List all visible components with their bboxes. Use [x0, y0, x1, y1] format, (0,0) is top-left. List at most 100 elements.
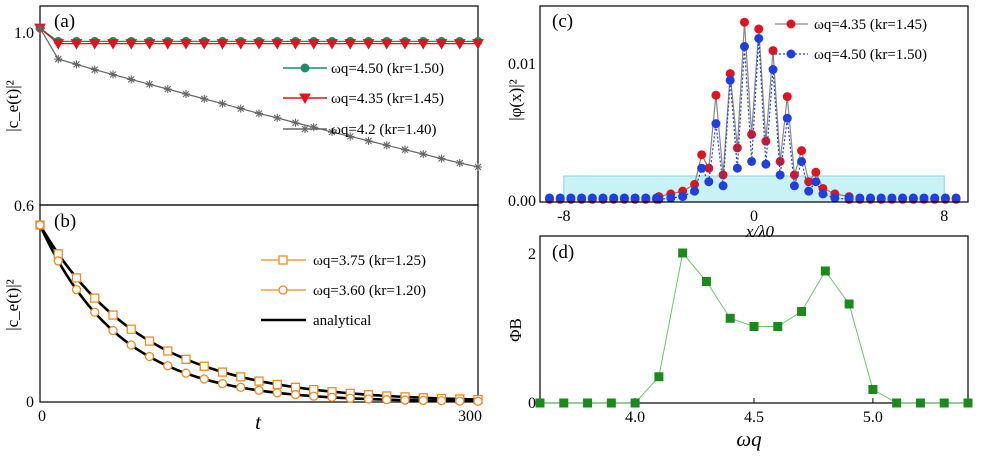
panel-a-data-point	[88, 39, 101, 50]
panel-a-data-point	[90, 65, 99, 74]
panel-b-data-point	[290, 389, 301, 400]
panel-c-data-point	[587, 193, 597, 203]
panel-a-data-point	[145, 80, 154, 89]
panel-a-data-point	[474, 162, 482, 171]
panel-a-data-point	[328, 128, 336, 137]
panel-a-data-point	[182, 90, 190, 99]
panel-c-legend-marker	[786, 19, 796, 29]
panel-d-ytick: 0	[528, 395, 536, 412]
panel-d-data-point	[915, 398, 925, 408]
panel-b-ytick: 0	[26, 394, 34, 411]
panel-c-data-point	[666, 193, 676, 203]
panel-c-ytick: 0.01	[508, 56, 536, 73]
panel-a-data-point	[216, 39, 229, 50]
panel-b-data-point	[90, 307, 100, 317]
panel-b-data-point	[236, 372, 246, 382]
panel-c-data-point	[697, 163, 707, 173]
panel-c-ytick: 0.00	[508, 193, 536, 210]
panel-b-data-point	[108, 325, 118, 336]
panel-b-label: (b)	[54, 211, 76, 232]
panel-d-data-point	[535, 398, 545, 408]
panel-b-data-point	[217, 378, 228, 389]
panel-d-data-point	[559, 398, 569, 408]
panel-d-data-point	[630, 398, 640, 408]
panel-a-legend-label: ωq=4.35 (kr=1.45)	[331, 91, 444, 107]
panel-b-legend-label: analytical	[313, 313, 371, 329]
panel-d-xtick: 4.0	[625, 409, 645, 426]
panel-d-data-point	[773, 322, 783, 331]
panel-c-data-point	[887, 193, 897, 203]
panel-b-legend-label: ωq=3.60 (kr=1.20)	[313, 283, 426, 299]
panel-c-data-point	[768, 65, 778, 75]
panel-b-data-point	[309, 391, 319, 401]
panel-b-xlabel: t	[255, 410, 262, 434]
panel-a-data-point	[289, 39, 302, 50]
panel-d-ylabel: ΦB	[506, 318, 525, 342]
panel-a-data-point	[271, 39, 284, 50]
panel-c-data-point	[641, 193, 651, 203]
panel-b-data-point	[236, 382, 246, 392]
panel-d-data-point	[749, 322, 759, 331]
panel-c-data-point	[804, 186, 814, 196]
panel-c-data-point	[876, 193, 886, 203]
panel-b-analytical-curve	[38, 224, 479, 401]
panel-c-data-point	[711, 119, 721, 129]
panel-c-data-point	[811, 167, 821, 177]
panel-b-data-point	[217, 367, 228, 377]
panel-a-ylabel: |c_e(t)|²	[3, 80, 22, 132]
panel-a-data-point	[435, 39, 448, 50]
panel-a-data-point	[380, 39, 393, 50]
panel-c-data-point	[782, 113, 792, 123]
panel-a-data-point	[163, 85, 172, 94]
panel-a-ytick: 1.0	[14, 25, 34, 42]
panel-c-data-point	[711, 90, 721, 100]
panel-b-data-point	[382, 395, 392, 405]
panel-d-xlabel: ωq	[736, 427, 762, 451]
panel-c-data-point	[555, 193, 565, 203]
panel-c-data-point	[761, 159, 771, 169]
panel-b-data-point	[199, 374, 209, 384]
panel-a-data-point	[273, 113, 282, 122]
panel-d-data-point	[939, 398, 949, 408]
panel-a-data-point	[143, 39, 156, 50]
panel-a-data-point	[109, 70, 117, 79]
panel-a-legend-marker	[300, 63, 310, 73]
panel-c-data-point	[761, 136, 771, 146]
panel-a-label: (a)	[54, 11, 75, 32]
panel-c-data-point	[747, 129, 757, 139]
panel-b-data-point	[327, 392, 337, 402]
panel-a-ytick: 0.6	[14, 198, 34, 215]
panel-a-data-point	[399, 39, 411, 50]
panel-a-data-point	[309, 123, 318, 132]
panel-c-data-point	[704, 177, 714, 187]
panel-b-data-point	[144, 336, 155, 346]
panel-a-data-point	[198, 39, 211, 50]
panel-b-data-point	[272, 379, 282, 390]
panel-d-xtick: 4.5	[744, 409, 764, 426]
panel-a-data-point	[180, 39, 192, 50]
panel-a-data-point	[437, 154, 446, 163]
panel-c-data-point	[754, 24, 764, 34]
panel-b-xtick: 0	[38, 408, 46, 425]
panel-b-data-point	[400, 395, 410, 405]
panel-b-data-point	[126, 324, 136, 334]
panel-d-data-point	[701, 277, 711, 286]
panel-d-data-point	[820, 266, 830, 276]
panel-b-data-point	[455, 396, 465, 406]
panel-b-data-point	[35, 220, 45, 230]
panel-a-data-point	[453, 39, 466, 50]
panel-a-data-point	[364, 136, 373, 145]
panel-a-data-point	[401, 145, 409, 154]
panel-c-frame	[539, 5, 969, 203]
panel-c-ylabel: |φ(x)|²	[506, 79, 525, 121]
panel-a-data-point	[107, 39, 119, 50]
panel-c-data-point	[844, 193, 854, 203]
panel-c-xtick: 0	[750, 208, 758, 225]
panel-c-data-point	[866, 193, 876, 203]
panel-c-data-point	[789, 170, 799, 180]
panel-b-data-point	[144, 351, 155, 362]
panel-a-data-point	[36, 24, 44, 33]
panel-b-data-point	[71, 284, 82, 295]
panel-b-data-point	[436, 396, 447, 406]
